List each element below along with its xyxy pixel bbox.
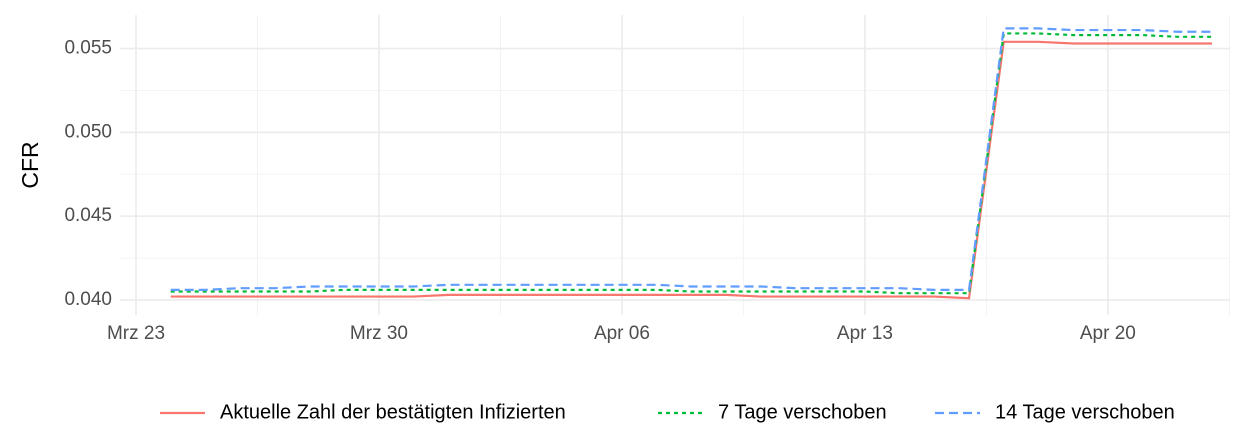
series-line — [170, 40, 1212, 300]
x-tick-label: Apr 20 — [1080, 323, 1136, 344]
x-tick-label: Mrz 23 — [107, 323, 165, 344]
y-tick-label: 0.050 — [64, 121, 112, 142]
y-tick-label: 0.040 — [64, 289, 112, 310]
x-tick-label: Apr 06 — [594, 323, 650, 344]
series-line — [170, 27, 1212, 291]
legend-label: 7 Tage verschoben — [718, 401, 887, 423]
x-tick-label: Apr 13 — [837, 323, 893, 344]
y-tick-label: 0.045 — [64, 205, 112, 226]
y-tick-label: 0.055 — [64, 38, 112, 59]
y-axis-title: CFR — [17, 141, 43, 188]
legend-label: Aktuelle Zahl der bestätigten Infizierte… — [220, 401, 566, 423]
series-line — [170, 32, 1212, 295]
x-tick-label: Mrz 30 — [350, 323, 408, 344]
legend-label: 14 Tage verschoben — [995, 401, 1175, 423]
